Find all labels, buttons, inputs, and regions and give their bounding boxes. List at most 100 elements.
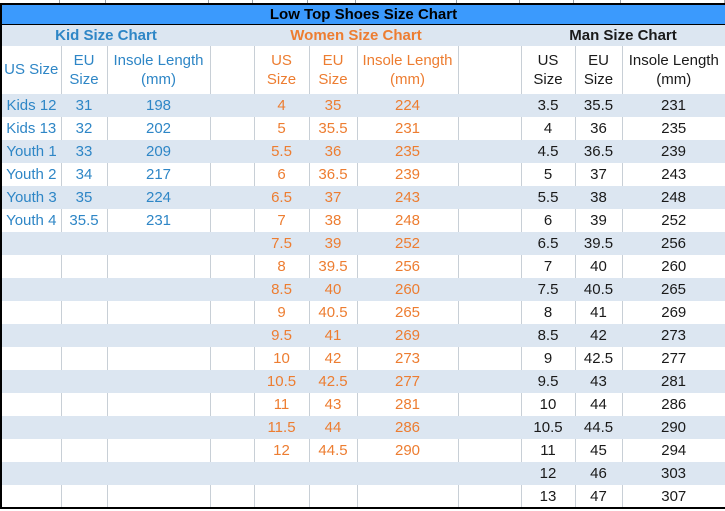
women-insole-cell: 269 [394, 327, 421, 344]
spacer-cell [209, 485, 255, 508]
women-insole-cell: 260 [394, 281, 421, 298]
man-us-cell: 4 [520, 117, 576, 140]
kid-insole-cell [107, 416, 210, 439]
man-eu-cell: 47 [574, 485, 623, 508]
women-eu-cell: 38 [308, 209, 358, 232]
man-insole-cell: 277 [621, 347, 725, 370]
spacer-cell [457, 46, 522, 94]
table-row: 8 39.5 256 7 40 260 [0, 255, 725, 278]
spacer-cell [458, 232, 521, 255]
women-eu-cell: 40.5 [308, 301, 358, 324]
women-insole-cell: 290 [356, 439, 459, 462]
kid-insole-cell: 217 [106, 163, 211, 186]
spacer-cell [209, 163, 255, 186]
spacer-cell [458, 140, 521, 163]
section-header-row: Kid Size Chart Women Size Chart Man Size… [1, 24, 725, 46]
kid-us-cell: Youth 4 [0, 209, 62, 232]
women-us-cell: 4 [277, 97, 286, 114]
women-us-cell: 5.5 [271, 143, 292, 160]
table-row: 10.5 42.5 277 9.5 43 281 [1, 370, 725, 393]
table-row: 9 40.5 265 8 41 269 [0, 301, 725, 324]
women-insole-cell: 273 [356, 347, 459, 370]
kid-eu-size-header: EU Size [60, 46, 108, 94]
women-eu-size-header: EU Size [308, 46, 358, 94]
women-insole-cell: 277 [394, 373, 421, 390]
kid-us-cell [0, 439, 62, 462]
kid-us-cell [0, 393, 62, 416]
kid-us-cell: Kids 13 [0, 117, 62, 140]
gridline-tick [457, 0, 520, 3]
table-row: 7.5 39 252 6.5 39.5 256 [1, 232, 725, 255]
kid-insole-cell [106, 439, 211, 462]
spacer-cell [458, 24, 521, 46]
kid-insole-cell [106, 393, 211, 416]
kid-insole-cell: 202 [106, 117, 211, 140]
spacer-cell [209, 393, 255, 416]
man-eu-cell: 36.5 [583, 143, 614, 160]
kid-insole-cell [107, 462, 210, 485]
spacer-cell [210, 24, 254, 46]
kid-us-cell: Kids 12 [6, 97, 57, 114]
man-eu-cell: 45 [574, 439, 623, 462]
kid-eu-cell [61, 416, 107, 439]
women-insole-cell: 239 [356, 163, 459, 186]
women-eu-cell: 44.5 [308, 439, 358, 462]
women-us-cell [253, 485, 310, 508]
women-eu-cell: 35.5 [308, 117, 358, 140]
man-eu-cell: 41 [574, 301, 623, 324]
table-row: 9.5 41 269 8.5 42 273 [1, 324, 725, 347]
man-insole-cell: 269 [621, 301, 725, 324]
women-eu-cell: 36.5 [308, 163, 358, 186]
women-eu-cell: 44 [324, 419, 342, 436]
man-insole-cell: 286 [621, 393, 725, 416]
women-eu-cell: 40 [324, 281, 342, 298]
kid-insole-cell [107, 232, 210, 255]
kid-us-cell [1, 278, 61, 301]
man-insole-cell: 252 [621, 209, 725, 232]
kid-us-cell [1, 462, 61, 485]
kid-insole-cell [107, 278, 210, 301]
table-row: 12 44.5 290 11 45 294 [0, 439, 725, 462]
kid-eu-cell [61, 324, 107, 347]
spacer-cell [210, 416, 254, 439]
kid-eu-cell [60, 255, 108, 278]
kid-us-cell [1, 232, 61, 255]
man-us-cell: 13 [520, 485, 576, 508]
women-us-cell: 6 [253, 163, 310, 186]
women-us-cell: 8 [253, 255, 310, 278]
women-insole-cell: 256 [356, 255, 459, 278]
spacer-cell [457, 393, 522, 416]
man-insole-cell: 294 [621, 439, 725, 462]
man-us-cell: 3.5 [537, 97, 559, 114]
women-insole-cell: 231 [356, 117, 459, 140]
gridline-tick [356, 0, 457, 3]
man-us-cell: 9 [520, 347, 576, 370]
women-insole-cell [357, 462, 458, 485]
section-header-women: Women Size Chart [254, 24, 458, 46]
women-us-cell: 11 [253, 393, 310, 416]
table-row: 11 43 281 10 44 286 [0, 393, 725, 416]
table-row: Kids 12 31 198 4 35 224 3.5 35.5 231 [1, 94, 725, 117]
gridline-tick [520, 0, 574, 3]
man-eu-cell: 44 [574, 393, 623, 416]
women-insole-cell: 252 [394, 235, 421, 252]
gridline-tick [0, 0, 60, 3]
man-eu-cell: 43 [590, 373, 607, 390]
man-eu-cell: 39 [574, 209, 623, 232]
man-insole-cell: 256 [660, 235, 687, 252]
man-insole-cell: 248 [660, 189, 687, 206]
women-eu-cell: 39.5 [308, 255, 358, 278]
women-insole-length-header: Insole Length (mm) [356, 46, 459, 94]
kid-eu-cell: 34 [60, 163, 108, 186]
man-us-cell: 9.5 [537, 373, 559, 390]
man-us-cell: 5 [520, 163, 576, 186]
spacer-cell [210, 94, 254, 117]
man-insole-cell: 281 [660, 373, 687, 390]
gridline-ticks [0, 0, 725, 3]
spacer-cell [209, 301, 255, 324]
women-us-size-header: US Size [253, 46, 310, 94]
kid-eu-cell [61, 232, 107, 255]
gridline-tick [253, 0, 308, 3]
kid-eu-cell [60, 301, 108, 324]
women-eu-cell: 41 [324, 327, 342, 344]
